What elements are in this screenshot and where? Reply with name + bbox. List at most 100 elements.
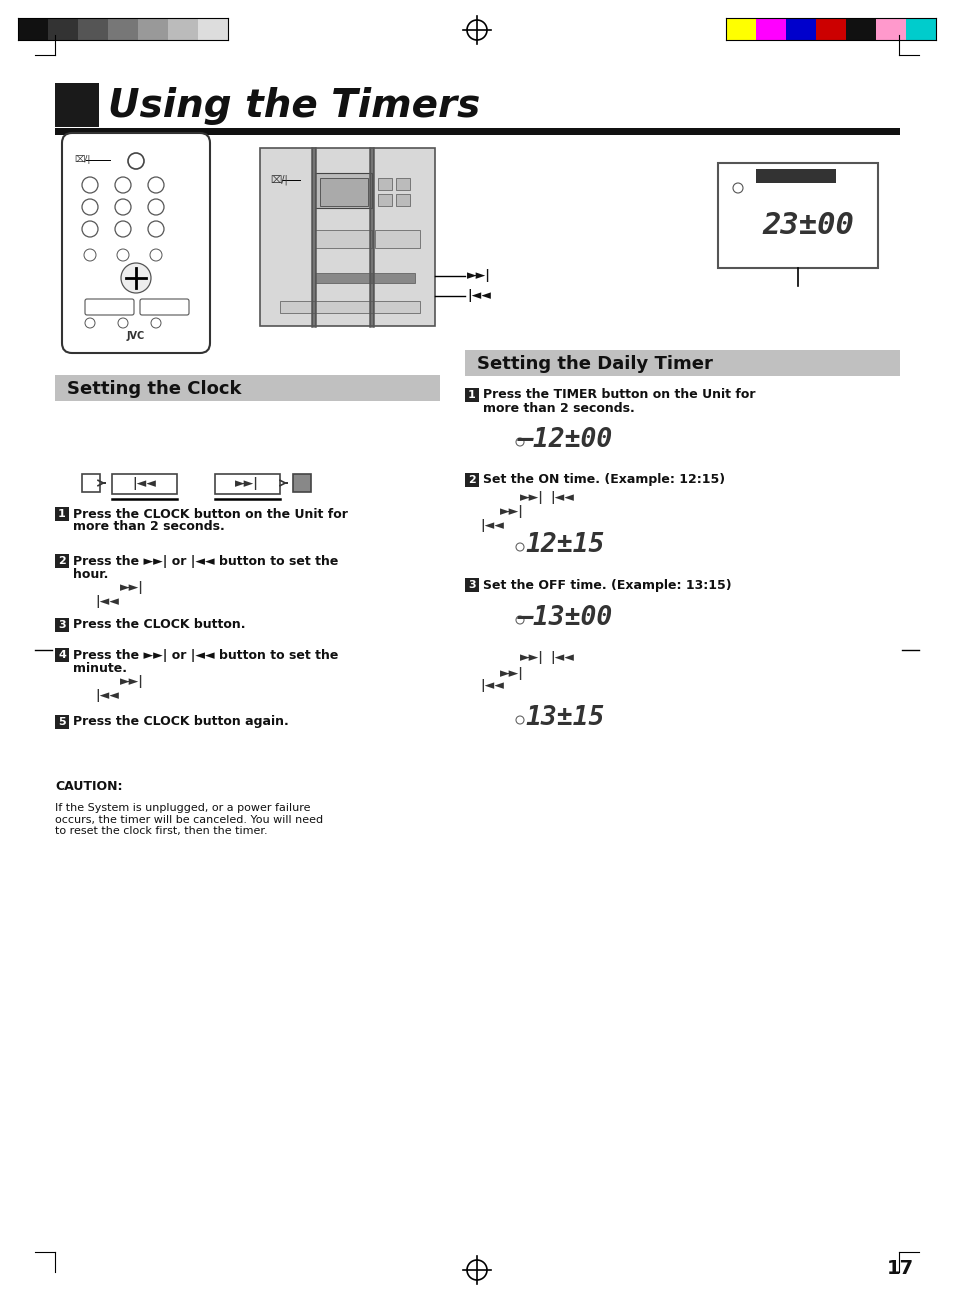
Text: 1: 1 [58,508,66,519]
Bar [55,507,69,521]
Circle shape [732,183,742,193]
Bar [755,169,835,183]
Bar [280,301,419,312]
Text: ►►|: ►►| [467,269,491,282]
Circle shape [118,318,128,328]
Text: ►►|: ►►| [499,667,523,680]
Bar [395,178,410,190]
Bar [785,18,815,41]
Circle shape [115,221,131,237]
Text: Using the Timers: Using the Timers [108,86,479,125]
Text: 1: 1 [468,389,476,400]
Bar [464,473,478,488]
Bar [55,128,899,135]
Text: –12±00: –12±00 [517,427,612,454]
Text: more than 2 seconds.: more than 2 seconds. [482,401,634,414]
Text: ►►|: ►►| [120,676,144,689]
Bar [905,18,935,41]
Bar [18,18,48,41]
Circle shape [148,199,164,214]
Text: |◄◄: |◄◄ [95,596,119,609]
Text: 17: 17 [885,1259,913,1277]
Bar [55,648,69,663]
Text: Press the CLOCK button.: Press the CLOCK button. [73,618,245,631]
Bar [875,18,905,41]
Text: 12±15: 12±15 [525,532,604,558]
Text: Set the OFF time. (Example: 13:15): Set the OFF time. (Example: 13:15) [482,579,731,592]
Bar [55,715,69,729]
Bar [82,474,100,491]
Circle shape [151,318,161,328]
Text: Press the ►►| or |◄◄ button to set the: Press the ►►| or |◄◄ button to set the [73,648,338,661]
Circle shape [516,716,523,724]
Text: 2: 2 [468,474,476,485]
Circle shape [82,199,98,214]
Circle shape [516,616,523,623]
Text: minute.: minute. [73,661,127,674]
Text: 3: 3 [468,580,476,589]
FancyBboxPatch shape [140,299,189,315]
Text: |◄◄: |◄◄ [467,289,491,302]
Bar [214,474,280,494]
Bar [815,18,845,41]
Bar [314,230,372,248]
Bar [293,474,311,491]
Text: ►►|: ►►| [519,490,543,503]
Circle shape [85,318,95,328]
Bar [198,18,228,41]
Circle shape [82,221,98,237]
Text: Setting the Daily Timer: Setting the Daily Timer [476,356,712,372]
Text: CAUTION:: CAUTION: [55,780,122,793]
Text: Press the CLOCK button again.: Press the CLOCK button again. [73,715,289,728]
FancyBboxPatch shape [62,133,210,353]
Bar [48,18,78,41]
Text: ►►|: ►►| [519,651,543,664]
Bar [464,388,478,403]
Text: 13±15: 13±15 [525,704,604,731]
Text: Press the ►►| or |◄◄ button to set the: Press the ►►| or |◄◄ button to set the [73,554,338,567]
Bar [395,193,410,207]
Circle shape [84,250,96,261]
FancyBboxPatch shape [85,299,133,315]
Bar [112,474,177,494]
Bar [55,84,99,127]
Bar [55,554,69,569]
Bar [319,178,368,207]
Bar [260,148,435,325]
Bar [108,18,138,41]
Text: 3: 3 [58,620,66,630]
Text: Setting the Clock: Setting the Clock [67,380,241,399]
Bar [755,18,785,41]
Text: ►►|: ►►| [234,477,258,490]
Text: |◄◄: |◄◄ [550,490,574,503]
Bar [464,578,478,592]
Bar [377,193,392,207]
Text: 23±00: 23±00 [761,210,853,239]
Text: more than 2 seconds.: more than 2 seconds. [73,520,225,533]
Text: Set the ON time. (Example: 12:15): Set the ON time. (Example: 12:15) [482,473,724,486]
Bar [168,18,198,41]
Bar [55,375,439,401]
Circle shape [150,250,162,261]
Text: 5: 5 [58,718,66,727]
Text: Press the CLOCK button on the Unit for: Press the CLOCK button on the Unit for [73,507,348,520]
Circle shape [516,542,523,552]
Text: |◄◄: |◄◄ [479,680,503,693]
Bar [138,18,168,41]
Text: –13±00: –13±00 [517,605,612,631]
Bar [377,178,392,190]
Text: If the System is unplugged, or a power failure
occurs, the timer will be cancele: If the System is unplugged, or a power f… [55,802,323,836]
Circle shape [148,176,164,193]
Text: Press the TIMER button on the Unit for: Press the TIMER button on the Unit for [482,388,755,401]
Bar [845,18,875,41]
Circle shape [117,250,129,261]
Text: ►►|: ►►| [499,506,523,519]
Bar [464,350,899,376]
Circle shape [82,176,98,193]
Text: ⌧/|: ⌧/| [74,156,91,165]
Text: 4: 4 [58,650,66,660]
Bar [314,273,415,284]
Text: ⌧/|: ⌧/| [270,175,288,186]
Circle shape [115,176,131,193]
Text: JVC: JVC [127,331,145,341]
